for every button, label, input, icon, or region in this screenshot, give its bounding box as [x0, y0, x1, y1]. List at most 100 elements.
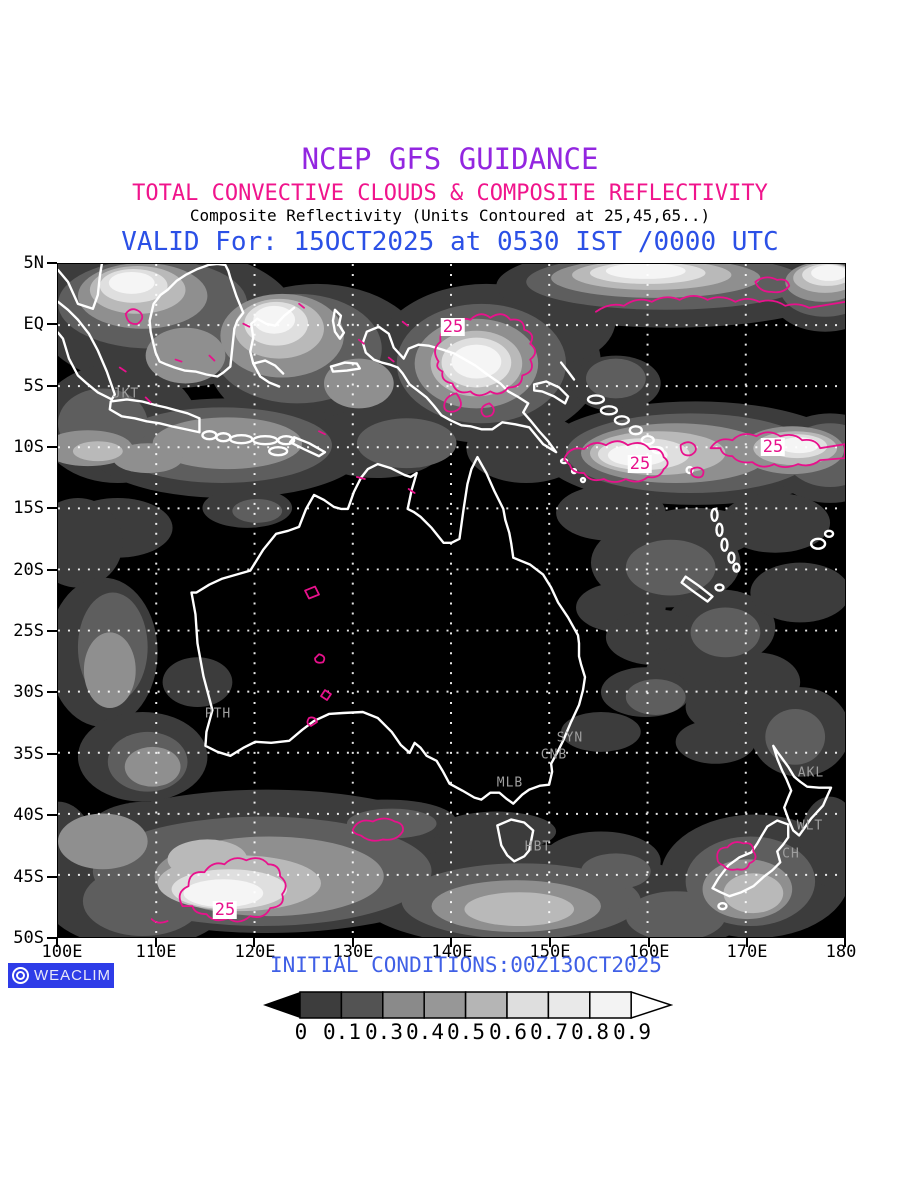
weather-map-svg [58, 264, 845, 937]
lat-label-eq: EQ [23, 314, 44, 334]
city-label-christchurch: CH [782, 846, 800, 862]
coast-island [276, 435, 296, 446]
coast-borneo [148, 264, 245, 378]
colorbar-tick-04: 0.4 [406, 1020, 444, 1044]
weaclim-logo-text: WEACLIM [34, 967, 112, 984]
weaclim-logo: WEACLIM [8, 963, 114, 988]
coast-new-ireland [559, 361, 576, 381]
colorbar-segment [382, 991, 425, 1019]
contour-label-25: 25 [212, 900, 238, 920]
coast-solomon [651, 445, 664, 455]
lat-label-30s: 30S [13, 682, 44, 702]
x-axis-tick [155, 938, 157, 947]
coast-nz-north-island [772, 744, 833, 837]
coast-solomon [599, 405, 619, 416]
colorbar-segment [589, 991, 632, 1019]
colorbar-segment [423, 991, 467, 1019]
colorbar-tick-03: 0.3 [365, 1020, 403, 1044]
coast-solomon [586, 394, 606, 405]
coast-fiji [809, 537, 827, 550]
lon-label-150e: 150E [529, 942, 571, 962]
city-label-wellington: WLT [796, 818, 824, 834]
x-axis-tick [648, 938, 650, 947]
coast-malay-peninsula [58, 264, 104, 310]
contour-label-25: 25 [760, 437, 786, 457]
x-axis-tick [549, 938, 551, 947]
coast-halmahera [331, 308, 346, 340]
x-axis-tick [844, 938, 846, 947]
lon-label-180: 180 [825, 942, 857, 962]
x-axis-tick [352, 938, 354, 947]
colorbar-segment [547, 991, 591, 1019]
map-plot-area: JKT PTH SYN CNB MLB HBT AKL WLT CH 25 25… [57, 263, 846, 938]
x-axis-tick [450, 938, 452, 947]
city-label-canberra: CNB [540, 747, 568, 763]
x-axis-tick [746, 938, 748, 947]
lon-label-130e: 130E [332, 942, 374, 962]
lat-label-15s: 15S [13, 498, 44, 518]
colorbar-segment [340, 991, 384, 1019]
coast-australia [190, 455, 587, 805]
y-axis-tick [47, 937, 57, 939]
colorbar-tick-07: 0.7 [530, 1020, 568, 1044]
coast-fiji [823, 529, 835, 538]
coast-nz-south-island [711, 819, 790, 898]
contour-label-25: 25 [440, 317, 466, 337]
y-axis-tick [47, 876, 57, 878]
colorbar-tick-09: 0.9 [613, 1020, 651, 1044]
coast-loyalty [714, 583, 725, 592]
lat-label-35s: 35S [13, 744, 44, 764]
colorbar-segment [299, 991, 343, 1019]
page-title: NCEP GFS GUIDANCE [301, 142, 599, 176]
colorbar-over-arrow [630, 990, 673, 1020]
lat-label-5s: 5S [23, 376, 44, 396]
coast-vanuatu [715, 522, 724, 537]
city-label-jakarta: JKT [112, 386, 140, 402]
coast-sumba [267, 445, 289, 457]
y-axis-tick [47, 385, 57, 387]
city-label-perth: PTH [204, 706, 232, 722]
lon-label-140e: 140E [431, 942, 473, 962]
y-axis-tick [47, 691, 57, 693]
y-axis-tick [47, 323, 57, 325]
coast-new-caledonia [680, 575, 714, 603]
lat-label-50s: 50S [13, 928, 44, 948]
city-label-sydney: SYN [556, 730, 584, 746]
lat-label-20s: 20S [13, 560, 44, 580]
y-axis-tick [47, 630, 57, 632]
contour-label-25: 25 [627, 454, 653, 474]
lat-label-10s: 10S [13, 437, 44, 457]
coast-vanuatu [710, 507, 719, 523]
coast-java [108, 398, 201, 434]
colorbar-tick-06: 0.6 [489, 1020, 527, 1044]
coast-new-guinea [361, 325, 558, 454]
lon-label-160e: 160E [628, 942, 670, 962]
x-axis-tick [56, 938, 58, 947]
lat-label-5n: 5N [23, 253, 44, 273]
valid-time-line: VALID For: 15OCT2025 at 0530 IST /0000 U… [121, 227, 779, 257]
lat-label-25s: 25S [13, 621, 44, 641]
page-subtitle: TOTAL CONVECTIVE CLOUDS & COMPOSITE REFL… [132, 181, 768, 206]
coast-tasmania [496, 818, 535, 863]
lon-label-100e: 100E [41, 942, 83, 962]
y-axis-tick [47, 753, 57, 755]
coast-timor [288, 436, 327, 458]
graticule-gridlines [58, 264, 845, 937]
cloud-fraction-colorbar [263, 990, 673, 1020]
coast-island [685, 465, 694, 475]
coast-solomon [613, 415, 631, 426]
colorbar-under-arrow [263, 992, 300, 1018]
reflectivity-contours [118, 276, 845, 924]
coast-stewart-island [717, 901, 728, 911]
colorbar-tick-01: 0.1 [323, 1020, 361, 1044]
coast-vanuatu [732, 562, 741, 573]
city-label-melbourne: MLB [496, 775, 524, 791]
coast-vanuatu [727, 551, 736, 564]
x-axis-tick [253, 938, 255, 947]
weaclim-ring-icon [12, 967, 29, 984]
initial-conditions-line: INITIAL CONDITIONS:00Z13OCT2025 [270, 953, 662, 977]
lat-label-45s: 45S [13, 867, 44, 887]
coast-vanuatu [720, 537, 729, 552]
colorbar-tick-0: 0 [294, 1020, 308, 1044]
coast-sulawesi [249, 306, 296, 388]
